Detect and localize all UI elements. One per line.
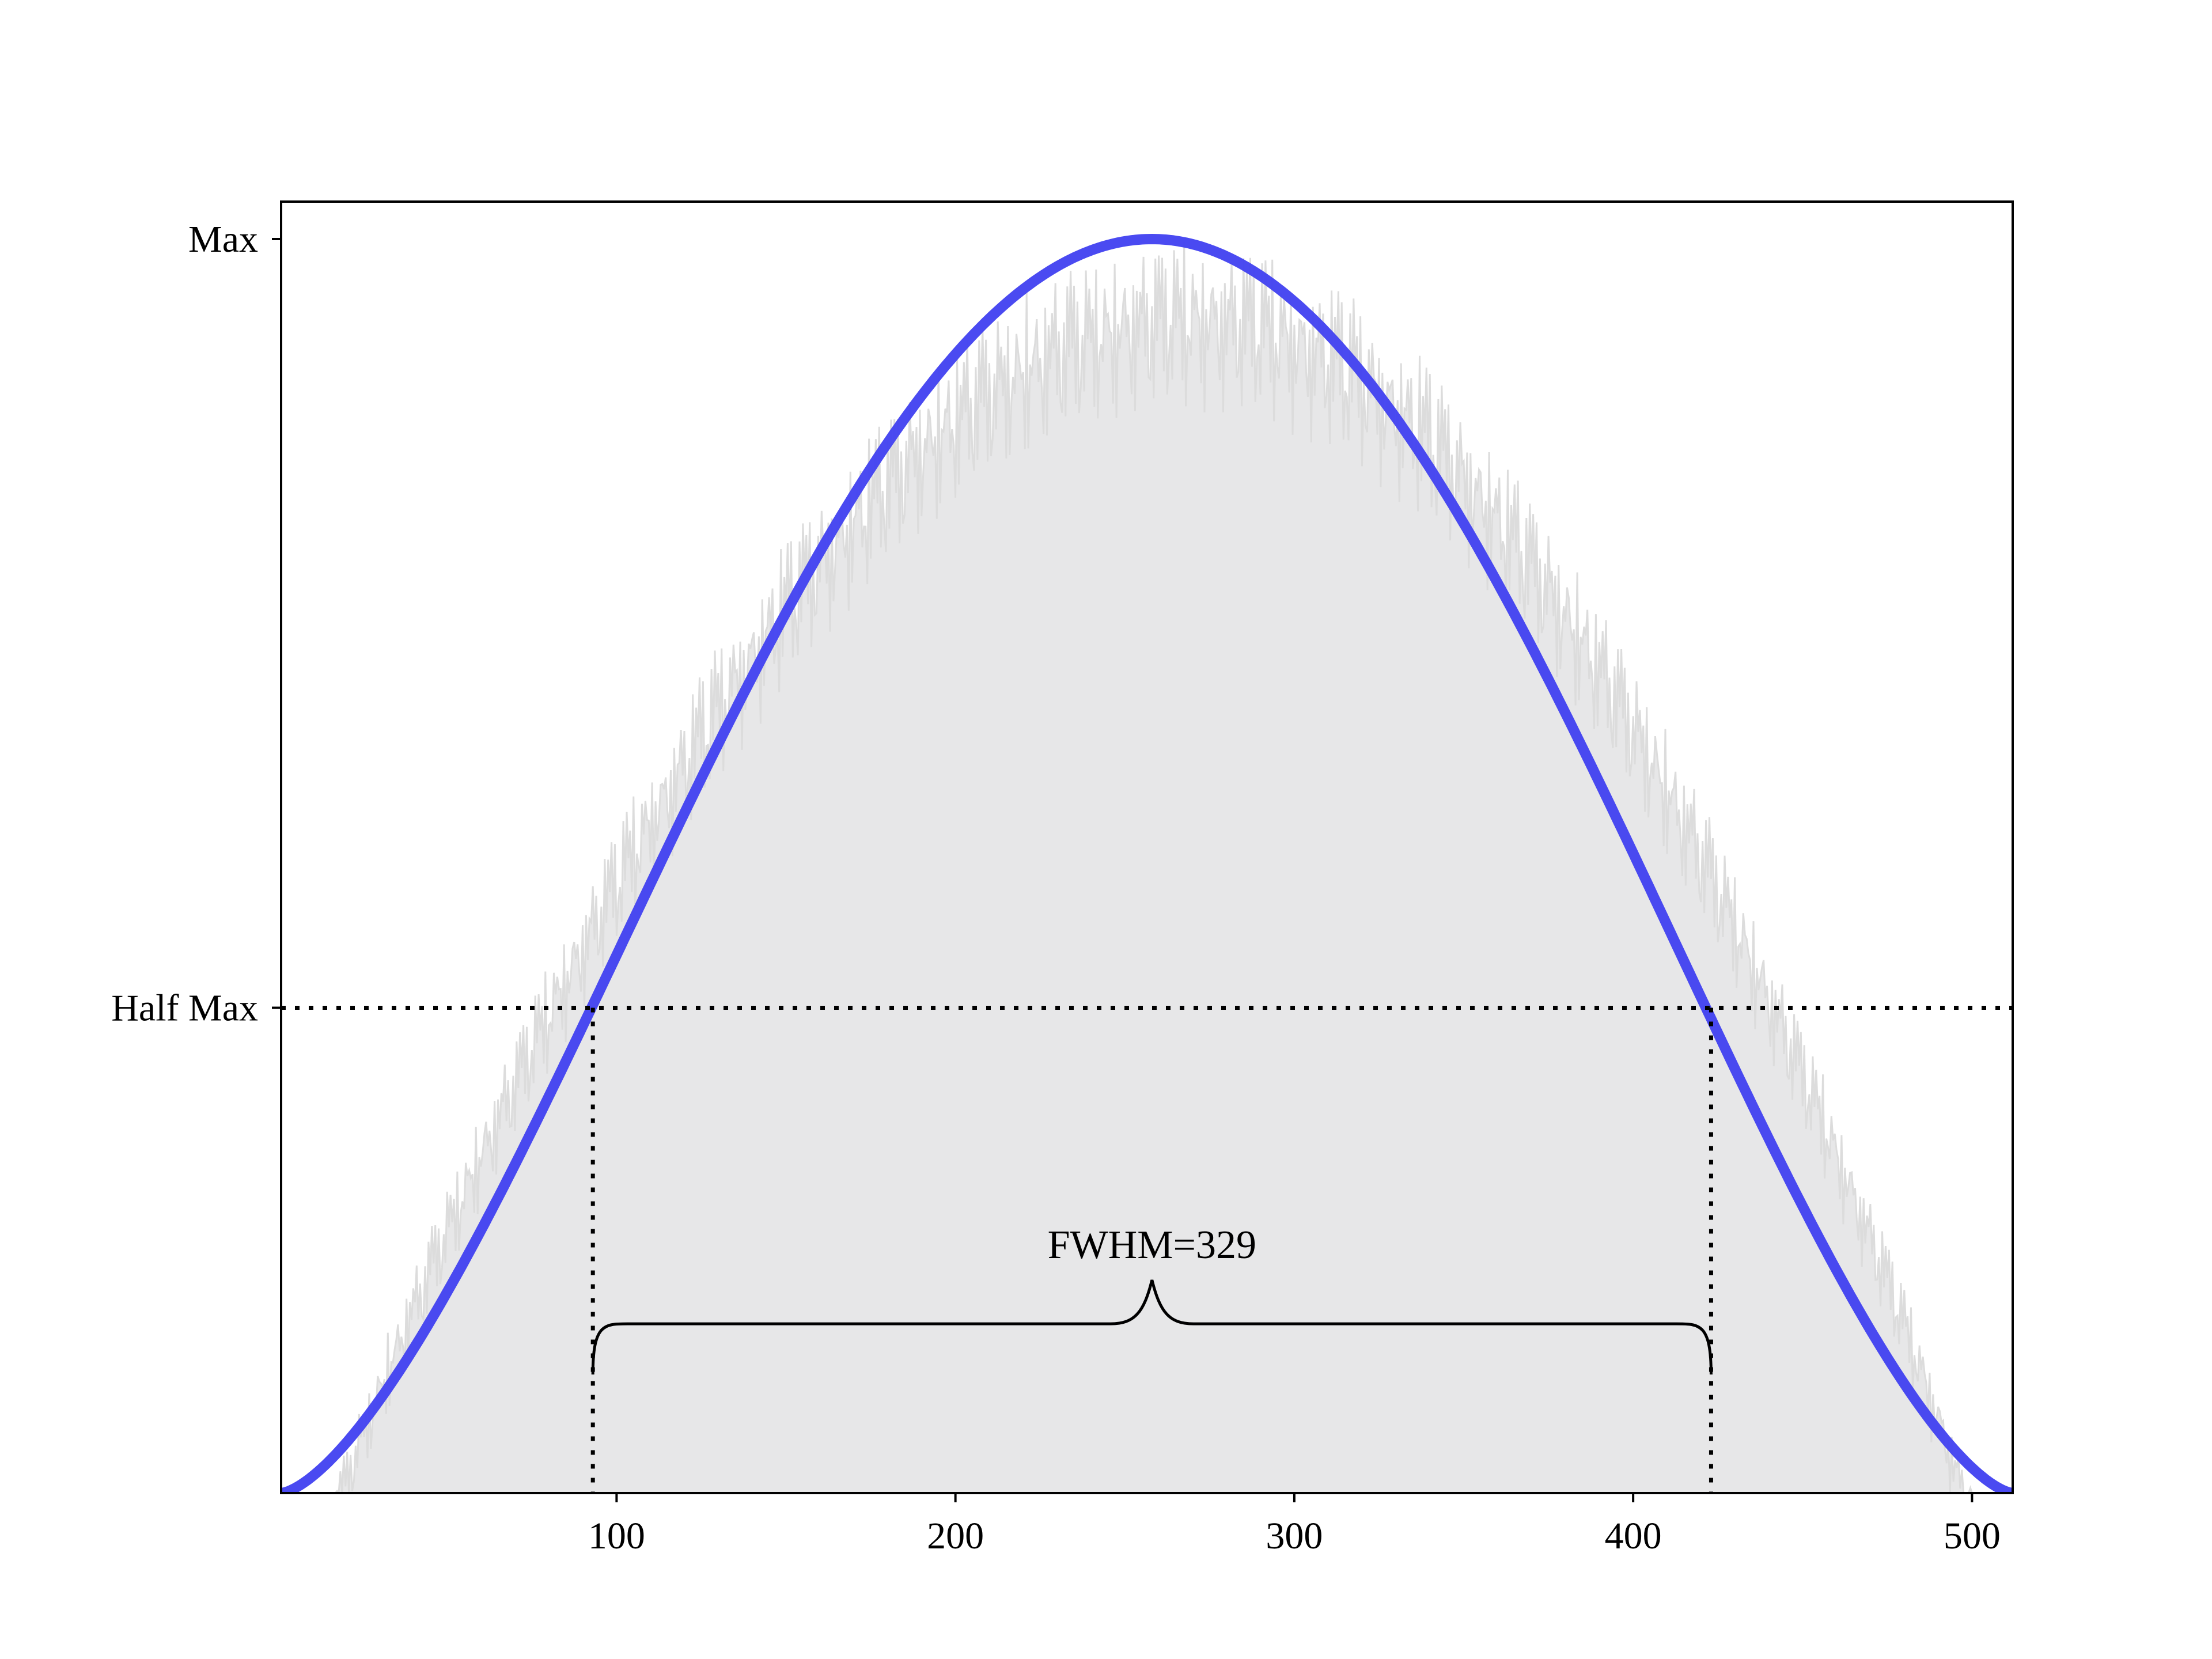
fwhm-annotation: FWHM=329 (1048, 1223, 1256, 1267)
y-axis: Max Half Max (111, 218, 281, 1029)
noisy-background-area (332, 242, 1972, 1493)
x-axis: 100 200 300 400 500 (588, 1493, 2001, 1557)
noisy-background-line (332, 242, 1973, 1493)
smooth-fit-line (281, 234, 2013, 1493)
x-tick-label: 400 (1605, 1515, 1662, 1557)
x-tick-label: 100 (588, 1515, 645, 1557)
fwhm-brace (591, 1279, 1713, 1375)
x-tick-label: 200 (927, 1515, 984, 1557)
y-tick-label: Max (188, 218, 258, 260)
plot-frame (280, 200, 2014, 1494)
x-tick-label: 500 (1944, 1515, 2001, 1557)
x-tick-label: 300 (1266, 1515, 1323, 1557)
y-tick-label: Half Max (111, 987, 258, 1029)
